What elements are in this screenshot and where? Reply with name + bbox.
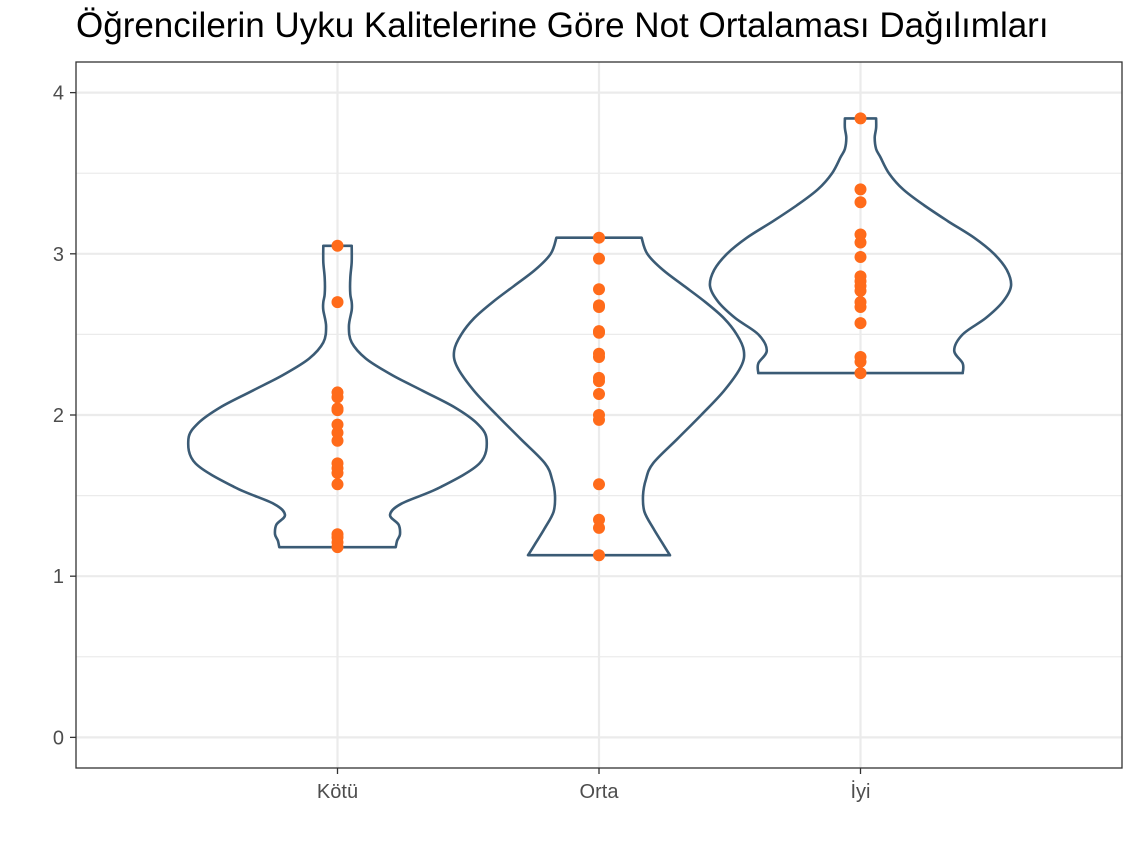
data-point bbox=[331, 402, 344, 415]
x-tick-label: İyi bbox=[851, 780, 871, 803]
violin-1 bbox=[186, 244, 489, 549]
data-point bbox=[331, 418, 344, 431]
violin-2 bbox=[452, 236, 746, 557]
data-point bbox=[593, 409, 605, 421]
data-point bbox=[331, 296, 344, 309]
chart-title: Öğrencilerin Uyku Kalitelerine Göre Not … bbox=[76, 6, 1049, 45]
data-point bbox=[854, 183, 867, 196]
y-tick-label: 4 bbox=[53, 83, 64, 105]
data-point bbox=[854, 196, 867, 209]
axes: 0 1 2 3 4 Kötü Orta İyi bbox=[53, 83, 871, 803]
data-point bbox=[331, 528, 344, 541]
data-point bbox=[593, 371, 605, 384]
x-tick-label: Orta bbox=[580, 781, 620, 803]
y-tick-label: 0 bbox=[53, 727, 64, 749]
data-point bbox=[593, 478, 605, 491]
data-point bbox=[854, 228, 867, 241]
data-point bbox=[593, 549, 605, 562]
x-tick-label: Kötü bbox=[317, 781, 358, 803]
violin-3 bbox=[708, 117, 1013, 375]
data-point bbox=[593, 231, 605, 244]
data-point bbox=[331, 239, 344, 252]
data-point bbox=[854, 251, 867, 264]
data-point bbox=[593, 388, 605, 401]
data-point bbox=[854, 317, 867, 330]
data-point bbox=[593, 347, 605, 360]
data-point bbox=[854, 112, 867, 125]
data-points bbox=[331, 112, 867, 562]
data-point bbox=[854, 367, 867, 380]
data-point bbox=[854, 270, 867, 283]
data-point bbox=[593, 325, 605, 338]
data-point bbox=[331, 457, 344, 470]
data-point bbox=[593, 513, 605, 526]
data-point bbox=[854, 350, 867, 363]
data-point bbox=[854, 296, 867, 309]
data-point bbox=[593, 283, 605, 296]
data-point bbox=[593, 299, 605, 312]
violins bbox=[186, 117, 1013, 557]
y-tick-label: 3 bbox=[53, 244, 64, 266]
data-point bbox=[593, 252, 605, 265]
y-tick-label: 2 bbox=[53, 405, 64, 427]
data-point bbox=[331, 386, 344, 399]
y-tick-label: 1 bbox=[53, 566, 64, 588]
data-point bbox=[331, 478, 344, 491]
